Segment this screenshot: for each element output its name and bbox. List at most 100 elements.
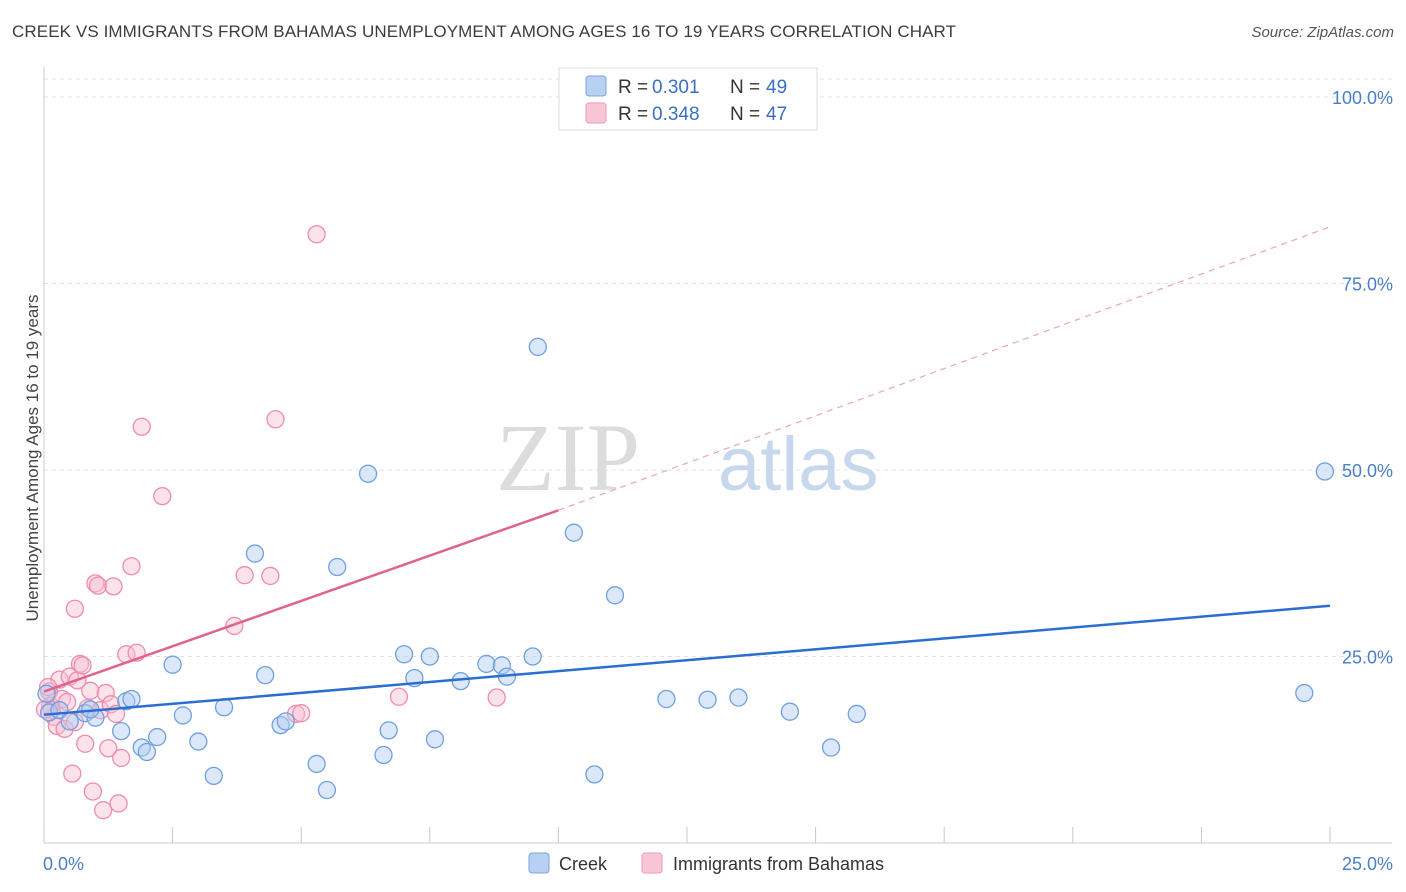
bahamas-point[interactable] [104, 577, 123, 596]
creek-point[interactable] [112, 721, 131, 741]
x-tick-label-0: 0.0% [43, 854, 84, 874]
creek-point[interactable] [585, 765, 604, 784]
creek-point[interactable] [564, 523, 583, 542]
source-label: Source: ZipAtlas.com [1251, 24, 1394, 41]
creek-point[interactable] [821, 738, 841, 757]
bahamas-point[interactable] [86, 574, 105, 593]
creek-point[interactable] [1315, 462, 1335, 481]
bahamas-point[interactable] [225, 616, 244, 636]
creek-point[interactable] [729, 688, 748, 707]
creek-point[interactable] [307, 754, 326, 774]
bahamas-point[interactable] [112, 748, 131, 768]
bahamas-point[interactable] [307, 225, 326, 244]
creek-point[interactable] [256, 666, 275, 685]
creek-point[interactable] [317, 780, 337, 800]
legend-n-label-2: N = [730, 104, 760, 125]
legend-r-value-1: 0.301 [652, 77, 700, 98]
creek-point[interactable] [148, 727, 167, 747]
creek-points [37, 337, 1335, 800]
y-tick-label-0: 25.0% [1342, 648, 1393, 668]
creek-point[interactable] [1295, 683, 1314, 703]
bahamas-point[interactable] [292, 704, 311, 723]
x-tick-labels: 0.0% 25.0% [43, 854, 1393, 874]
bahamas-point[interactable] [109, 794, 128, 813]
y-tick-label-1: 50.0% [1342, 461, 1393, 481]
bahamas-point[interactable] [266, 410, 285, 429]
creek-point[interactable] [780, 702, 800, 721]
creek-point[interactable] [374, 745, 393, 765]
creek-point[interactable] [189, 732, 208, 751]
bahamas-point[interactable] [389, 687, 409, 706]
legend-swatch-creek [585, 75, 607, 97]
bahamas-point[interactable] [94, 801, 113, 820]
bottom-legend-swatch-bahamas[interactable] [641, 852, 663, 874]
creek-point[interactable] [394, 645, 414, 664]
creek-trend-line [43, 604, 1331, 716]
creek-point[interactable] [847, 704, 866, 724]
bahamas-point[interactable] [153, 486, 172, 506]
creek-point[interactable] [425, 730, 445, 749]
watermark: ZIP atlas [496, 404, 879, 511]
bottom-legend: Creek Immigrants from Bahamas [528, 852, 884, 874]
legend-r-value-2: 0.348 [652, 104, 700, 125]
creek-point[interactable] [420, 647, 439, 666]
bahamas-point[interactable] [286, 704, 306, 724]
creek-point[interactable] [477, 654, 496, 674]
creek-point[interactable] [245, 544, 265, 563]
bottom-legend-bahamas[interactable]: Immigrants from Bahamas [673, 854, 884, 874]
bahamas-point[interactable] [99, 739, 118, 758]
creek-point[interactable] [657, 689, 676, 709]
creek-point[interactable] [163, 655, 182, 674]
creek-point[interactable] [122, 689, 141, 709]
creek-point[interactable] [605, 586, 625, 605]
creek-point[interactable] [492, 656, 511, 675]
legend-n-value-2: 47 [766, 104, 787, 125]
bahamas-point[interactable] [65, 599, 85, 618]
bahamas-point[interactable] [122, 557, 141, 576]
bahamas-point[interactable] [63, 764, 82, 783]
bahamas-point[interactable] [235, 566, 254, 585]
bahamas-trend-line [43, 509, 559, 693]
legend-swatch-bahamas [585, 102, 607, 124]
bahamas-point[interactable] [81, 681, 100, 700]
creek-point[interactable] [204, 766, 223, 786]
bahamas-point[interactable] [96, 683, 115, 703]
watermark-zip: ZIP [496, 404, 640, 511]
bahamas-trend-extension [558, 226, 1331, 511]
creek-point[interactable] [173, 706, 193, 725]
y-axis-title: Unemployment Among Ages 16 to 19 years [23, 295, 42, 622]
legend-n-value-1: 49 [766, 77, 787, 98]
creek-point[interactable] [137, 742, 157, 762]
bahamas-point[interactable] [261, 566, 280, 586]
chart-title: CREEK VS IMMIGRANTS FROM BAHAMAS UNEMPLO… [12, 22, 957, 41]
creek-point[interactable] [358, 464, 378, 483]
legend: R = 0.301 N = 49 R = 0.348 N = 47 [558, 67, 818, 131]
bahamas-point[interactable] [88, 576, 108, 595]
y-tick-label-3: 100.0% [1332, 88, 1393, 108]
bahamas-point[interactable] [487, 688, 506, 707]
creek-point[interactable] [379, 721, 398, 740]
legend-r-label-1: R = [618, 77, 648, 98]
bahamas-point[interactable] [76, 734, 95, 753]
trend-lines [43, 226, 1331, 716]
creek-point[interactable] [328, 557, 347, 577]
x-tick-label-1: 25.0% [1342, 854, 1393, 874]
creek-point[interactable] [528, 337, 547, 357]
bottom-legend-creek[interactable]: Creek [559, 854, 608, 874]
creek-point[interactable] [523, 647, 542, 666]
legend-n-label-1: N = [730, 77, 760, 98]
y-tick-label-2: 75.0% [1342, 275, 1393, 295]
bottom-legend-swatch-creek[interactable] [528, 852, 550, 874]
bahamas-point[interactable] [83, 782, 103, 801]
bahamas-points [35, 225, 506, 820]
bahamas-point[interactable] [132, 417, 151, 436]
creek-point[interactable] [214, 698, 234, 717]
watermark-atlas: atlas [718, 422, 879, 507]
creek-point[interactable] [276, 712, 295, 731]
legend-r-label-2: R = [618, 104, 648, 125]
bahamas-point[interactable] [73, 656, 92, 675]
creek-point[interactable] [698, 690, 717, 709]
y-tick-labels: 25.0% 50.0% 75.0% 100.0% [1332, 88, 1393, 668]
creek-point[interactable] [60, 712, 79, 731]
